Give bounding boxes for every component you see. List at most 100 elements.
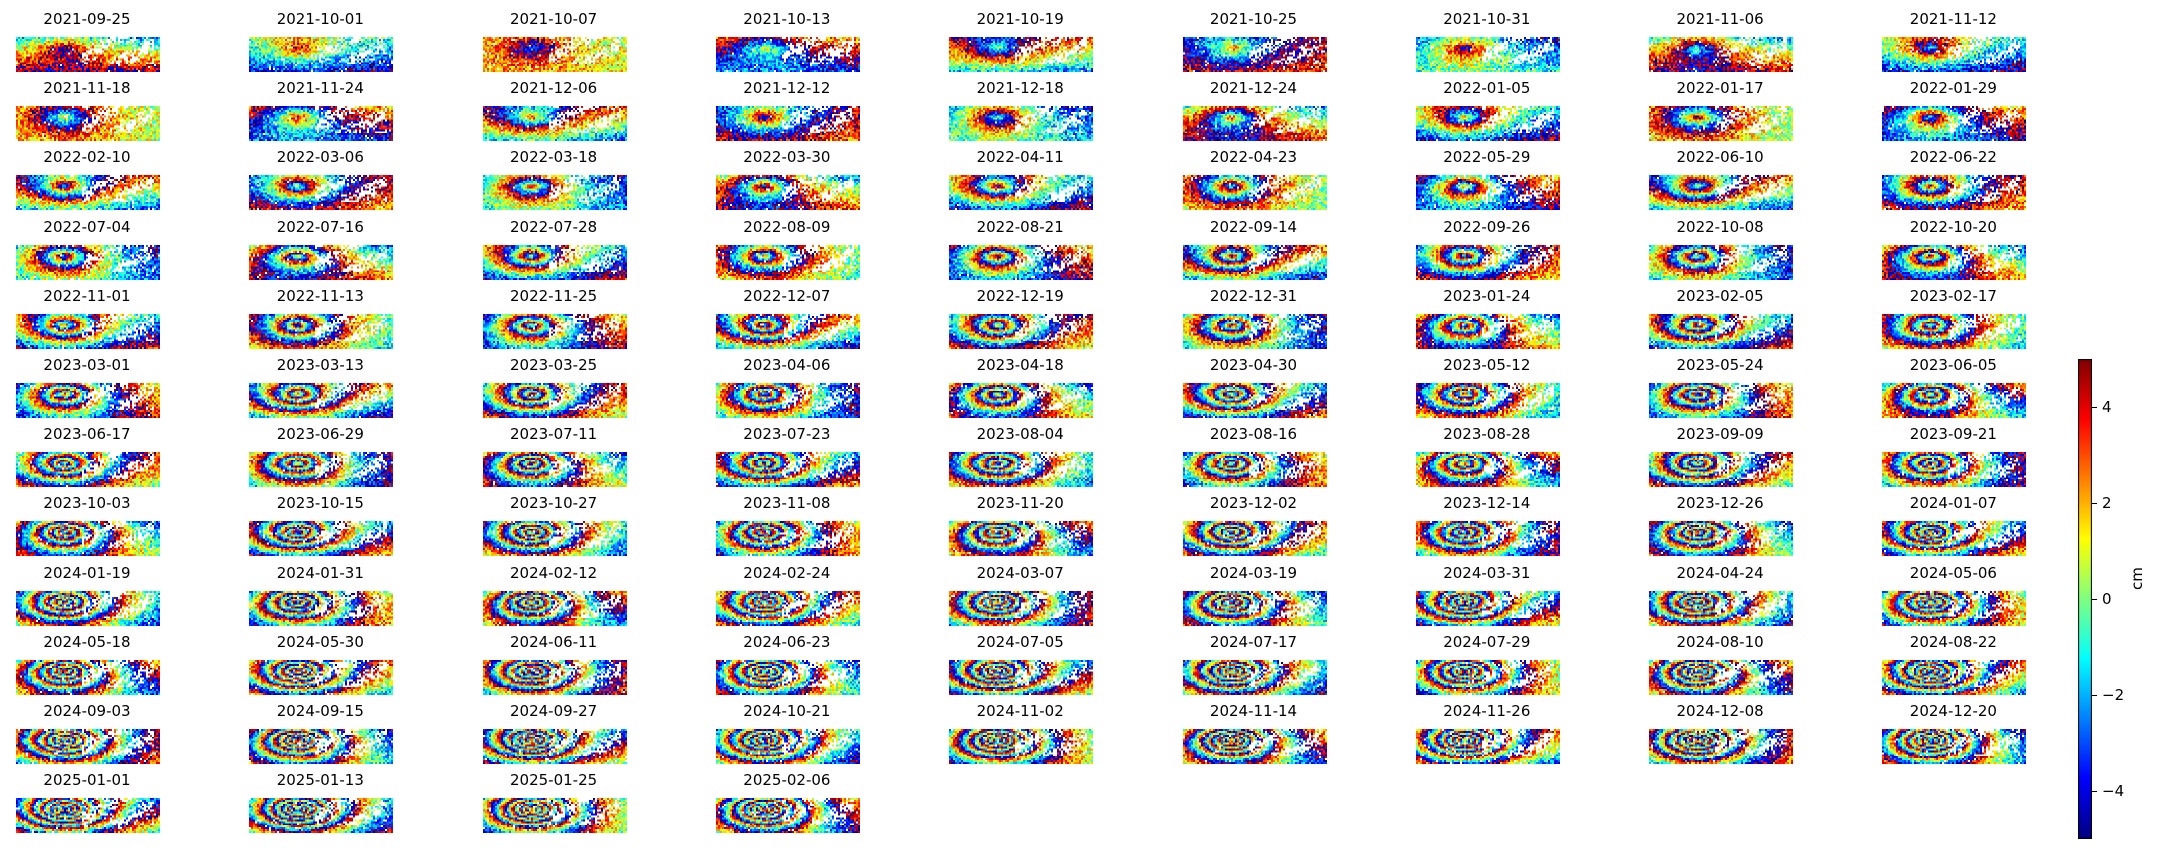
interferogram-image: [1882, 37, 2027, 72]
panel-2023-08-28: 2023-08-28: [1414, 425, 1560, 488]
interferogram-image: [1415, 383, 1560, 418]
panel-title: 2024-09-03: [43, 702, 131, 720]
interferogram-image: [1649, 383, 1794, 418]
interferogram-image: [249, 798, 394, 834]
panel-2021-12-12: 2021-12-12: [714, 79, 860, 142]
interferogram-image: [949, 313, 1094, 349]
panel-title: 2024-01-07: [1909, 494, 1997, 513]
interferogram-image: [1882, 452, 2027, 488]
panel-title: 2023-06-29: [276, 425, 364, 444]
panel-2021-10-19: 2021-10-19: [947, 10, 1094, 72]
interferogram-image: [1649, 175, 1794, 211]
panel-title: 2023-08-16: [1209, 425, 1298, 444]
panel-title: 2024-06-23: [743, 632, 831, 651]
interferogram-image: [482, 37, 627, 72]
interferogram-image: [1649, 590, 1794, 626]
panel-title: 2022-11-01: [43, 286, 131, 305]
interferogram-image: [16, 452, 160, 488]
panel-title: 2024-06-11: [510, 632, 598, 651]
panel-title: 2023-08-28: [1443, 425, 1531, 444]
interferogram-image: [16, 175, 160, 211]
interferogram-image: [949, 175, 1094, 211]
panel-title: 2022-11-25: [510, 286, 598, 305]
panel-title: 2025-01-01: [43, 771, 131, 790]
panel-title: 2023-11-08: [743, 494, 831, 513]
panel-2024-01-07: 2024-01-07: [1880, 494, 2027, 557]
panel-title: 2022-12-31: [1209, 286, 1298, 305]
panel-title: 2023-09-21: [1909, 425, 1997, 444]
panel-2024-12-08: 2024-12-08: [1647, 702, 1794, 764]
interferogram-image: [1649, 106, 1794, 142]
interferogram-image: [1882, 244, 2027, 280]
panel-title: 2023-07-23: [743, 425, 831, 444]
interferogram-image: [1882, 106, 2027, 142]
panel-title: 2022-11-13: [276, 286, 364, 305]
panel-title: 2022-04-11: [976, 148, 1064, 167]
panel-2024-03-19: 2024-03-19: [1181, 564, 1327, 626]
panel-2022-01-29: 2022-01-29: [1880, 79, 2027, 142]
panel-title: 2022-09-14: [1209, 217, 1298, 236]
interferogram-image: [16, 106, 160, 142]
panel-title: 2023-12-02: [1209, 494, 1298, 513]
panel-2025-01-13: 2025-01-13: [247, 771, 394, 834]
panel-2023-02-17: 2023-02-17: [1880, 287, 2027, 349]
interferogram-image: [1882, 659, 2027, 695]
panel-title: 2022-02-10: [43, 148, 131, 167]
interferogram-image: [249, 729, 394, 764]
panel-title: 2024-03-07: [976, 563, 1064, 582]
interferogram-image: [1182, 729, 1327, 764]
interferogram-image: [1882, 383, 2027, 418]
panel-title: 2022-06-10: [1676, 148, 1764, 167]
interferogram-image: [715, 590, 860, 626]
panel-2024-09-03: 2024-09-03: [14, 702, 160, 764]
panel-2023-06-17: 2023-06-17: [14, 425, 160, 488]
interferogram-image: [1415, 590, 1560, 626]
panel-2024-03-31: 2024-03-31: [1414, 564, 1560, 626]
panel-2021-11-06: 2021-11-06: [1647, 10, 1794, 72]
panel-2021-11-12: 2021-11-12: [1880, 10, 2027, 72]
panel-title: 2021-10-01: [276, 10, 364, 28]
interferogram-image: [249, 106, 394, 142]
panel-title: 2022-06-22: [1909, 148, 1997, 167]
interferogram-image: [16, 729, 160, 764]
panel-title: 2023-10-27: [510, 494, 598, 513]
panel-2024-06-11: 2024-06-11: [481, 632, 627, 695]
panel-title: 2024-10-21: [743, 702, 831, 720]
interferogram-image: [715, 313, 860, 349]
panel-title: 2022-01-17: [1676, 79, 1764, 98]
panel-2023-08-04: 2023-08-04: [947, 425, 1094, 488]
panel-title: 2024-09-27: [510, 702, 598, 720]
panel-title: 2023-03-01: [43, 356, 131, 374]
panel-title: 2022-03-18: [510, 148, 598, 167]
panel-title: 2024-08-22: [1909, 632, 1997, 651]
interferogram-image: [482, 244, 627, 280]
colorbar-tick-label: 2: [2102, 494, 2112, 512]
panel-2021-10-25: 2021-10-25: [1181, 10, 1327, 72]
panel-title: 2022-01-29: [1909, 79, 1997, 98]
panel-title: 2023-07-11: [510, 425, 598, 444]
interferogram-image: [16, 37, 160, 72]
panel-2024-07-17: 2024-07-17: [1181, 633, 1327, 695]
panel-2025-01-25: 2025-01-25: [481, 771, 627, 834]
interferogram-image: [249, 659, 394, 695]
panel-2022-04-23: 2022-04-23: [1181, 148, 1327, 211]
panel-title: 2021-10-31: [1443, 10, 1531, 28]
panel-2022-12-07: 2022-12-07: [714, 287, 860, 349]
panel-title: 2024-11-26: [1443, 702, 1531, 720]
panel-title: 2022-08-09: [743, 217, 831, 236]
panel-2022-12-19: 2022-12-19: [947, 287, 1094, 349]
interferogram-image: [482, 452, 627, 488]
panel-title: 2024-01-31: [276, 563, 364, 582]
panel-title: 2021-09-25: [43, 10, 131, 28]
panel-title: 2023-03-25: [510, 356, 598, 374]
panel-title: 2022-08-21: [976, 217, 1064, 236]
panel-2023-05-24: 2023-05-24: [1647, 356, 1794, 418]
panel-2023-07-23: 2023-07-23: [714, 425, 860, 488]
panel-2023-06-29: 2023-06-29: [247, 425, 394, 488]
interferogram-image: [1882, 590, 2027, 626]
panel-2023-10-27: 2023-10-27: [481, 494, 627, 557]
panel-2022-09-14: 2022-09-14: [1181, 217, 1327, 280]
interferogram-image: [715, 383, 860, 418]
interferogram-image: [1182, 175, 1327, 211]
interferogram-image: [1882, 521, 2027, 557]
